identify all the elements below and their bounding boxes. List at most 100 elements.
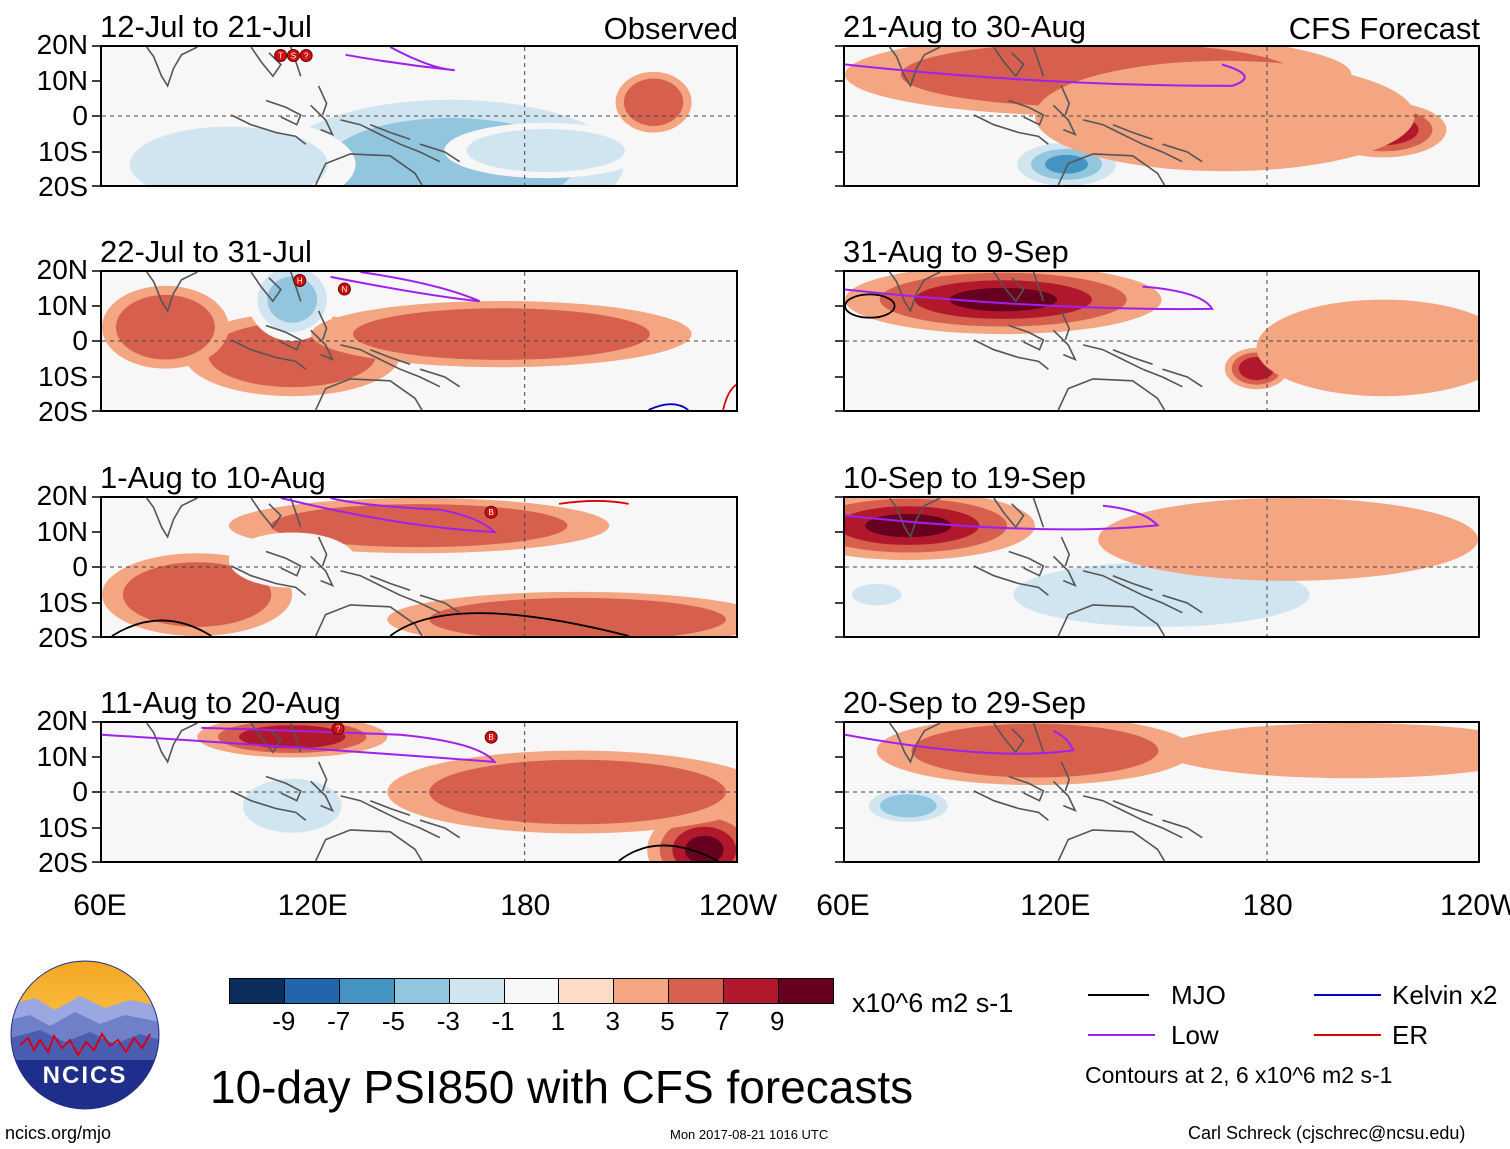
colorbar-tick-label: 1 xyxy=(550,1006,566,1036)
lat-label: 20S xyxy=(38,622,88,653)
coastline xyxy=(250,723,282,754)
lat-ticks xyxy=(835,496,843,638)
coastline xyxy=(340,344,441,388)
storm-label: ? xyxy=(304,52,309,61)
colorbar-labels: -9 -7 -5 -3 -1 1 3 5 7 9 xyxy=(229,1008,832,1038)
coastline xyxy=(370,799,411,817)
lat-ticks xyxy=(835,270,843,412)
er-contour xyxy=(722,383,736,410)
coastline xyxy=(314,829,423,861)
colorbar-tick-label: -1 xyxy=(491,1006,515,1036)
storm-icon xyxy=(331,723,345,736)
map-panel xyxy=(843,270,1480,412)
storm-label: S xyxy=(291,52,296,61)
coastline xyxy=(1052,329,1077,362)
anomaly-blob xyxy=(115,294,215,360)
coastline xyxy=(1032,47,1045,77)
panel-title: 22-Jul to 31-Jul xyxy=(100,234,312,269)
storm-marker: H xyxy=(293,274,307,288)
contours-note: Contours at 2, 6 x10^6 m2 s-1 xyxy=(1085,1062,1393,1088)
coastline xyxy=(1008,99,1045,126)
coastline xyxy=(1008,550,1045,577)
lon-label: 120W xyxy=(1440,891,1510,921)
anomaly-blob xyxy=(623,78,684,126)
mjo-contour xyxy=(618,844,719,861)
storm-marker: N xyxy=(337,282,351,296)
colorbar-swatch xyxy=(394,979,450,1003)
low-contour xyxy=(280,498,498,534)
footer-url[interactable]: ncics.org/mjo xyxy=(5,1123,112,1143)
storm-label: H xyxy=(297,277,303,286)
coastline xyxy=(1008,324,1045,351)
map-canvas: ?B xyxy=(102,723,736,861)
colorbar-swatch xyxy=(614,979,670,1003)
anomaly-blob xyxy=(879,794,937,818)
mjo-contour xyxy=(111,619,212,636)
anomaly-blob xyxy=(122,562,272,627)
logo-text: NCICS xyxy=(42,1062,128,1089)
storm-label: N xyxy=(342,285,348,294)
coastline xyxy=(310,780,335,813)
coastline xyxy=(888,47,941,88)
lat-ticks xyxy=(92,496,100,638)
coastline xyxy=(1082,570,1183,614)
coastline xyxy=(993,47,1025,78)
colorbar-tick-label: -3 xyxy=(436,1006,460,1036)
coastline xyxy=(1060,310,1071,341)
storm-marker: B xyxy=(484,505,498,519)
coastline xyxy=(1008,775,1045,802)
kelvin-contour xyxy=(648,403,689,410)
low-contour xyxy=(845,504,1160,531)
legend: MJO Kelvin x2 Low ER Contours at 2, 6 x1… xyxy=(1085,980,1510,1090)
coastline xyxy=(250,272,282,303)
lat-label: 10N xyxy=(36,516,88,547)
colorbar-tick-label: -9 xyxy=(272,1006,296,1036)
coastline xyxy=(993,723,1025,754)
coastline xyxy=(973,114,1049,145)
anomaly-blob xyxy=(1098,498,1478,581)
ncics-logo: NCICS xyxy=(10,960,160,1110)
coastline xyxy=(265,324,302,351)
storm-marker: ? xyxy=(299,49,313,63)
coastline xyxy=(419,368,461,388)
colorbar-swatch xyxy=(504,979,560,1003)
coastline xyxy=(317,310,328,341)
logo-graphic xyxy=(10,960,160,1110)
coastline xyxy=(317,85,328,116)
coastline xyxy=(314,604,423,636)
coastline xyxy=(310,555,335,588)
coastline xyxy=(1112,574,1153,592)
coastline xyxy=(1060,761,1071,792)
panel-title: 12-Jul to 21-Jul xyxy=(100,9,312,44)
footer-credit: Carl Schreck (cjschrec@ncsu.edu) xyxy=(1188,1123,1466,1143)
coastline xyxy=(1162,143,1203,163)
legend-label-low: Low xyxy=(1171,1020,1219,1050)
colorbar-swatch xyxy=(559,979,615,1003)
map-canvas xyxy=(845,47,1478,185)
anomaly-blob xyxy=(129,126,328,185)
panel-title: 10-Sep to 19-Sep xyxy=(843,460,1087,495)
coastline xyxy=(146,47,198,88)
legend-line-mjo xyxy=(1088,994,1149,996)
anomaly-blob xyxy=(1034,341,1289,397)
low-contour xyxy=(330,272,481,303)
coastline xyxy=(1162,594,1203,614)
coastline xyxy=(317,761,328,792)
map-panel xyxy=(843,496,1480,638)
anomaly-blob xyxy=(851,583,902,606)
coastline xyxy=(1112,123,1153,141)
colorbar xyxy=(229,978,834,1004)
coastline xyxy=(973,565,1049,596)
colorbar-swatch xyxy=(284,979,340,1003)
lat-label: 20N xyxy=(36,705,88,736)
panel-title: 21-Aug to 30-Aug xyxy=(843,9,1087,44)
storm-label: ? xyxy=(336,725,341,734)
coastlines xyxy=(888,47,1203,185)
anomaly-blob xyxy=(1256,299,1478,397)
map-canvas xyxy=(845,272,1478,410)
map-canvas: HN xyxy=(102,272,736,410)
coastline xyxy=(1057,378,1166,410)
map-panel: T S? xyxy=(100,45,738,187)
coastline xyxy=(370,574,411,592)
storm-icon xyxy=(286,49,300,63)
